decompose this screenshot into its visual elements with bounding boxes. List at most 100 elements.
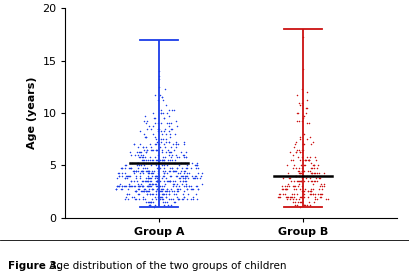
Point bbox=[189, 187, 196, 191]
Point bbox=[155, 171, 162, 175]
Point bbox=[140, 166, 147, 170]
Point bbox=[136, 150, 143, 155]
Point bbox=[166, 150, 173, 155]
Point bbox=[149, 181, 155, 186]
Point bbox=[184, 163, 190, 167]
Point bbox=[293, 174, 300, 178]
Point bbox=[174, 187, 180, 191]
Point bbox=[304, 90, 310, 94]
Point bbox=[130, 168, 137, 173]
Point bbox=[306, 192, 313, 196]
Point bbox=[160, 179, 167, 183]
Point bbox=[128, 166, 134, 170]
Point bbox=[301, 202, 307, 207]
Point bbox=[296, 103, 303, 107]
Point bbox=[146, 202, 153, 207]
Point bbox=[180, 174, 186, 178]
Point bbox=[159, 184, 166, 189]
Point bbox=[142, 145, 149, 149]
Point bbox=[172, 158, 178, 162]
Point bbox=[154, 184, 161, 189]
Point bbox=[180, 176, 187, 181]
Point bbox=[317, 192, 324, 196]
Point bbox=[161, 174, 168, 178]
Point bbox=[303, 137, 310, 141]
Point bbox=[166, 192, 172, 196]
Point bbox=[146, 187, 152, 191]
Point bbox=[135, 181, 142, 186]
Point bbox=[158, 163, 165, 167]
Point bbox=[301, 158, 308, 162]
Point bbox=[182, 174, 189, 178]
Point bbox=[170, 179, 176, 183]
Point bbox=[135, 145, 141, 149]
Point bbox=[156, 77, 162, 81]
Point bbox=[157, 160, 163, 165]
Point bbox=[172, 179, 179, 183]
Point bbox=[297, 163, 304, 167]
Point bbox=[137, 168, 144, 173]
Point bbox=[182, 176, 189, 181]
Point bbox=[284, 163, 290, 167]
Point bbox=[178, 166, 185, 170]
Point bbox=[301, 179, 307, 183]
Point bbox=[140, 189, 146, 194]
Point bbox=[152, 160, 158, 165]
Point bbox=[294, 111, 300, 115]
Point bbox=[142, 197, 148, 201]
Point bbox=[146, 176, 152, 181]
Point bbox=[294, 147, 301, 152]
Text: Figure 3.: Figure 3. bbox=[8, 261, 61, 271]
Point bbox=[160, 192, 166, 196]
Point bbox=[285, 181, 292, 186]
Point bbox=[165, 140, 172, 144]
Point bbox=[161, 116, 167, 121]
Point bbox=[145, 158, 152, 162]
Point bbox=[150, 181, 156, 186]
Point bbox=[150, 187, 157, 191]
Point bbox=[293, 174, 299, 178]
Point bbox=[313, 166, 320, 170]
Point bbox=[188, 166, 195, 170]
Point bbox=[156, 184, 162, 189]
Point bbox=[317, 176, 323, 181]
Point bbox=[138, 163, 145, 167]
Point bbox=[290, 163, 297, 167]
Point bbox=[180, 194, 187, 199]
Point bbox=[290, 184, 297, 189]
Point bbox=[194, 163, 200, 167]
Point bbox=[179, 181, 186, 186]
Point bbox=[144, 126, 150, 131]
Point bbox=[147, 200, 154, 204]
Point bbox=[180, 197, 187, 201]
Point bbox=[168, 126, 175, 131]
Point bbox=[286, 184, 292, 189]
Point bbox=[301, 174, 308, 178]
Point bbox=[128, 166, 135, 170]
Point bbox=[178, 160, 184, 165]
Point bbox=[142, 150, 149, 155]
Point bbox=[156, 69, 162, 73]
Point bbox=[174, 174, 180, 178]
Point bbox=[180, 192, 187, 196]
Point bbox=[158, 129, 164, 134]
Point bbox=[297, 171, 303, 175]
Point bbox=[157, 189, 163, 194]
Point bbox=[128, 184, 134, 189]
Point bbox=[189, 176, 196, 181]
Point bbox=[157, 145, 163, 149]
Point bbox=[168, 202, 175, 207]
Point bbox=[175, 171, 181, 175]
Point bbox=[183, 155, 190, 160]
Point bbox=[144, 179, 151, 183]
Point bbox=[297, 171, 303, 175]
Point bbox=[148, 171, 154, 175]
Point bbox=[150, 124, 156, 128]
Point bbox=[135, 155, 142, 160]
Point bbox=[184, 187, 190, 191]
Point bbox=[127, 166, 134, 170]
Point bbox=[155, 121, 162, 126]
Point bbox=[145, 168, 151, 173]
Point bbox=[306, 200, 312, 204]
Point bbox=[147, 200, 153, 204]
